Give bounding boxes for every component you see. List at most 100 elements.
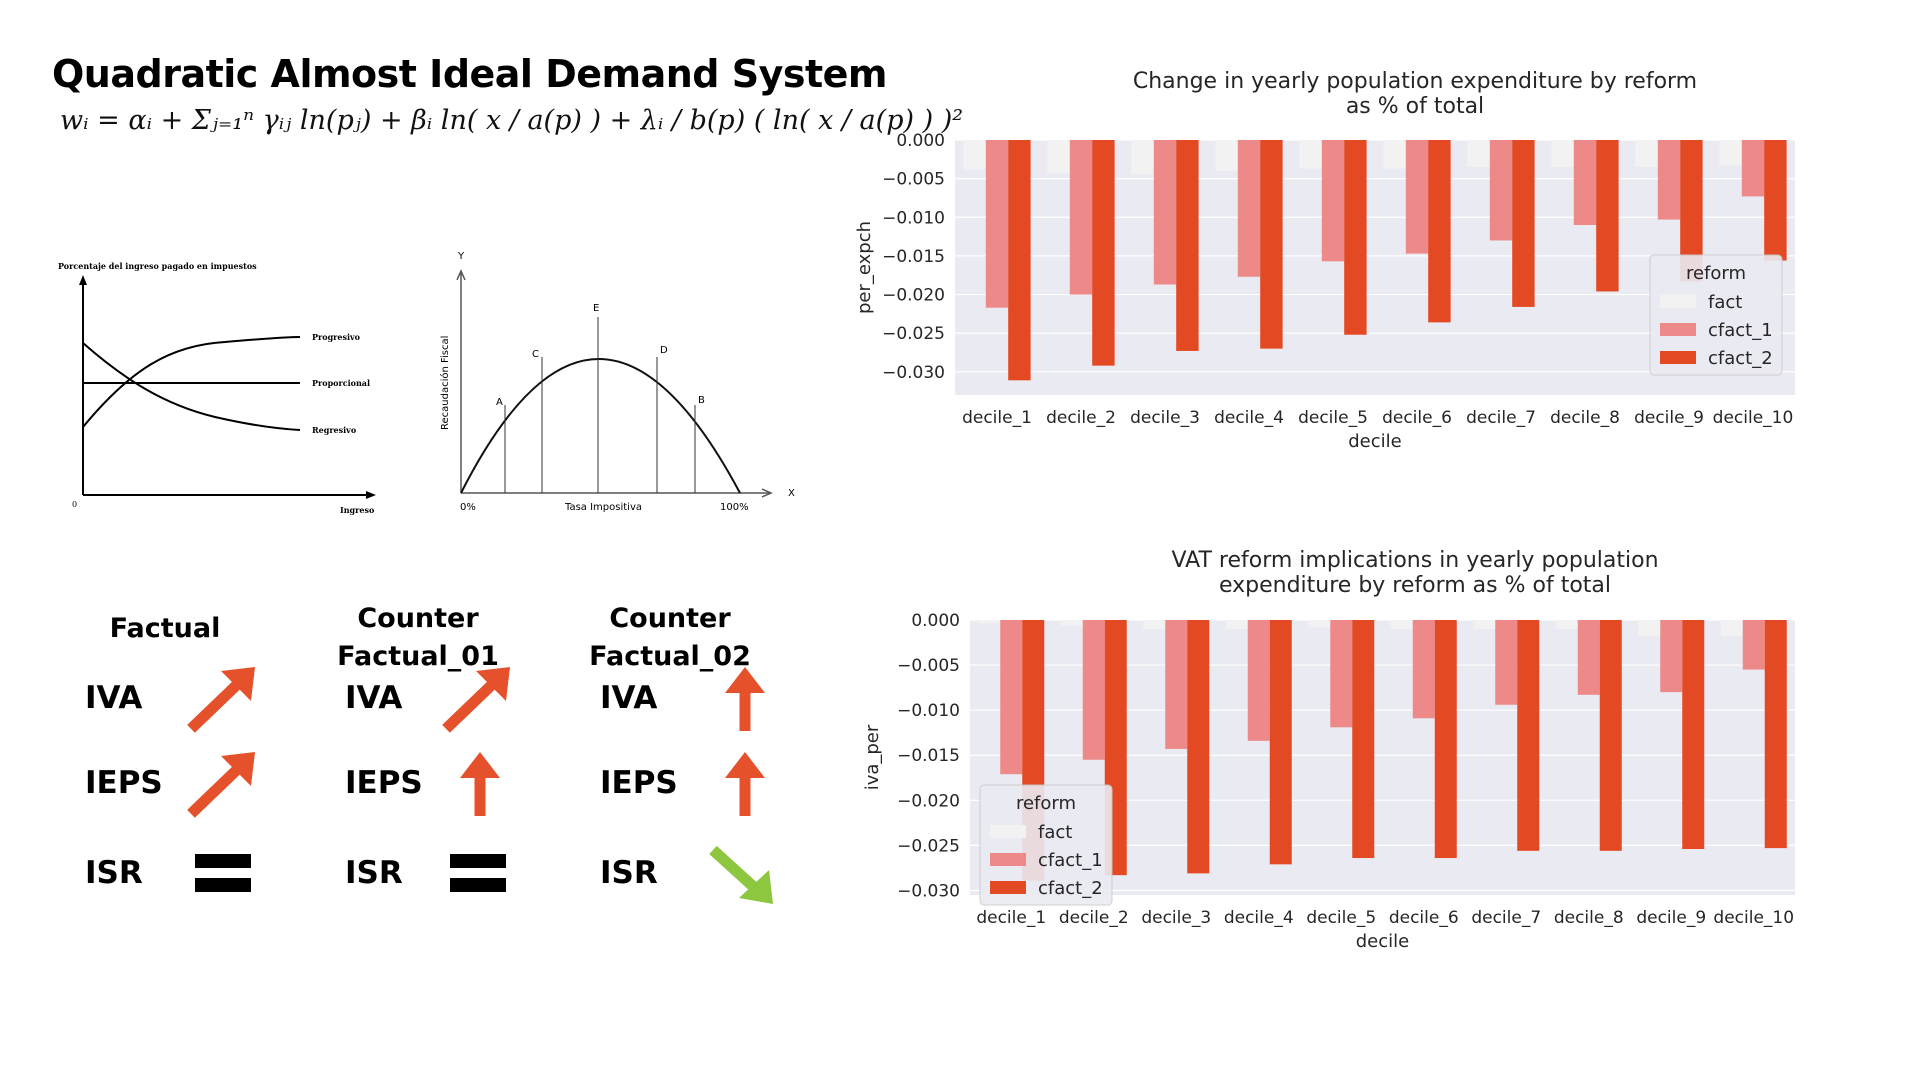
y-tick-label: −0.020	[882, 286, 945, 306]
legend-label-cfact_1: cfact_1	[1038, 850, 1103, 871]
chart-title-line: Change in yearly population expenditure …	[1133, 69, 1697, 94]
legend-box	[979, 784, 1113, 906]
x-axis-label: decile	[1356, 931, 1409, 952]
laffer-x-arrow	[761, 488, 773, 498]
bar-fact	[1060, 620, 1083, 626]
x-tick-label: decile_2	[1046, 408, 1116, 428]
tax-chart-y-arrow	[79, 275, 87, 285]
bar-cfact_2	[1512, 140, 1535, 307]
laffer-point-b: B	[698, 395, 705, 406]
y-axis-label: iva_per	[862, 724, 883, 790]
bar-cfact_1	[1577, 620, 1600, 695]
bar-cfact_1	[1573, 140, 1597, 225]
tax-label-ieps: IEPS	[85, 765, 163, 801]
equals-icon	[450, 854, 506, 892]
tax-label-iva: IVA	[600, 680, 658, 716]
x-tick-label: decile_3	[1141, 908, 1211, 928]
laffer-point-c: C	[532, 349, 539, 360]
bar-fact	[1638, 620, 1661, 637]
bar-fact	[1383, 140, 1406, 169]
bar-fact	[1143, 620, 1166, 630]
bar-fact	[1551, 140, 1574, 168]
bar-cfact_1	[1237, 140, 1261, 277]
bar-cfact_1	[1082, 620, 1105, 760]
page-title: Quadratic Almost Ideal Demand System	[52, 52, 888, 96]
x-tick-label: decile_7	[1471, 908, 1541, 928]
bar-cfact_2	[1599, 620, 1622, 851]
vat-implications-chart: 0.000 −0.005 −0.010 −0.015 −0.020 −0.025 −0.03…	[862, 548, 1795, 952]
bar-cfact_1	[1489, 140, 1513, 241]
bar-cfact_2	[1764, 140, 1787, 261]
bar-fact	[1720, 620, 1743, 637]
arrow-up-icon	[725, 752, 765, 816]
tax-chart-x-arrow	[366, 491, 376, 499]
legend-box	[1649, 254, 1783, 376]
chart-title-line: VAT reform implications in yearly popula…	[1171, 548, 1658, 573]
bar-cfact_2	[1434, 620, 1457, 859]
legend-swatch-cfact_1	[990, 853, 1026, 866]
x-tick-label: decile_8	[1554, 908, 1624, 928]
arrow-up-icon	[725, 667, 765, 731]
laffer-point-d: D	[660, 345, 668, 356]
bar-fact	[1225, 620, 1248, 630]
tax-chart-xlabel: Ingreso	[340, 505, 375, 515]
laffer-y-arrow	[456, 269, 466, 281]
y-axis-label: per_expch	[854, 221, 875, 314]
bar-fact	[1215, 140, 1238, 171]
y-tick-label: 0.000	[896, 131, 945, 151]
bar-cfact_1	[1330, 620, 1353, 728]
bar-cfact_1	[1657, 140, 1681, 220]
x-tick-label: decile_4	[1224, 908, 1294, 928]
bar-cfact_2	[1187, 620, 1210, 874]
equals-icon	[195, 854, 251, 892]
bar-cfact_2	[1764, 620, 1787, 849]
bar-cfact_1	[1495, 620, 1518, 705]
x-tick-label: decile_7	[1466, 408, 1536, 428]
laffer-ylabel: Recaudación Fiscal	[439, 336, 451, 430]
bar-fact	[1635, 140, 1658, 168]
legend-label-fact: fact	[1038, 822, 1072, 843]
legend-swatch-fact	[1660, 295, 1696, 308]
bar-fact	[1308, 620, 1331, 628]
formula-text: wᵢ = αᵢ + Σⱼ₌₁ⁿ γᵢⱼ ln(pⱼ) + βᵢ ln( x / …	[60, 105, 964, 136]
scenario-title: Factual	[109, 613, 221, 644]
bar-cfact_2	[1596, 140, 1619, 292]
arrow-up-right-icon	[187, 667, 255, 733]
bar-cfact_1	[1412, 620, 1435, 719]
laffer-x-axis-letter: X	[788, 488, 795, 499]
arrow-up-icon	[460, 752, 500, 816]
tax-label-isr: ISR	[345, 855, 403, 891]
bar-cfact_1	[1247, 620, 1270, 741]
tax-label-ieps: IEPS	[600, 765, 678, 801]
laffer-x-max: 100%	[720, 502, 749, 513]
progressive-label: Progresivo	[312, 332, 361, 342]
bar-cfact_2	[1092, 140, 1115, 366]
y-tick-label: −0.030	[882, 363, 945, 383]
x-axis-label: decile	[1348, 431, 1401, 452]
scenario-title: Counter Factual_01	[337, 603, 499, 672]
tax-label-iva: IVA	[345, 680, 403, 716]
bar-cfact_2	[1517, 620, 1540, 851]
x-tick-label: decile_3	[1130, 408, 1200, 428]
legend-title: reform	[1686, 263, 1746, 284]
bar-cfact_1	[1153, 140, 1177, 285]
x-tick-label: decile_8	[1550, 408, 1620, 428]
x-tick-label: decile_4	[1214, 408, 1284, 428]
bar-fact	[1719, 140, 1742, 166]
bar-fact	[1473, 620, 1496, 630]
legend-label-fact: fact	[1708, 292, 1742, 313]
arrow-up-right-icon	[187, 752, 255, 818]
legend-label-cfact_1: cfact_1	[1708, 320, 1773, 341]
bar-cfact_1	[1069, 140, 1093, 295]
x-tick-label: decile_6	[1382, 408, 1452, 428]
y-tick-label: −0.010	[897, 701, 960, 721]
legend-swatch-cfact_2	[990, 881, 1026, 894]
bar-cfact_2	[1680, 140, 1703, 282]
y-tick-label: −0.025	[897, 836, 960, 856]
bar-cfact_2	[1344, 140, 1367, 335]
arrow-down-right-icon	[709, 845, 773, 904]
tax-label-iva: IVA	[85, 680, 143, 716]
tax-chart-title: Porcentaje del ingreso pagado en impuest…	[58, 261, 257, 271]
bar-fact	[1555, 620, 1578, 630]
laffer-x-min: 0%	[460, 502, 476, 513]
